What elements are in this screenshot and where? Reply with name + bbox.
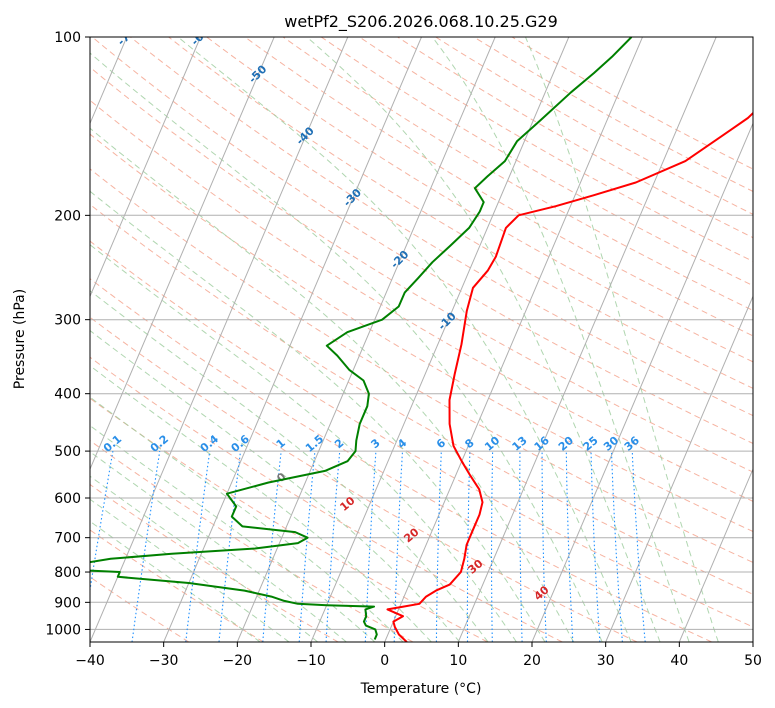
mixing-ratio-line (131, 451, 161, 642)
chart-title: wetPf2_S206.2026.068.10.25.G29 (284, 12, 558, 32)
isotherm-line (90, 37, 275, 471)
moist-adiabat-line (431, 37, 690, 642)
y-tick-label: 600 (54, 491, 81, 507)
plot-area: -100-90-80-70-60-50-40-30-20-100.10.20.4… (90, 25, 753, 642)
moist-adiabat-line (90, 424, 376, 642)
x-axis-label: Temperature (°C) (360, 681, 482, 697)
y-tick-label: 800 (54, 565, 81, 581)
moist-adiabat-line (306, 37, 661, 642)
x-tick-label: −30 (149, 653, 179, 669)
isotherm-line (236, 37, 496, 642)
dry-adiabat-line (90, 440, 414, 642)
x-tick-label: 0 (380, 653, 389, 669)
dry-adiabat-line (90, 483, 339, 642)
isotherm-line (678, 467, 753, 642)
dry-adiabat-line (90, 66, 753, 473)
plot-background (90, 37, 753, 642)
dry-adiabat-line (130, 37, 753, 417)
x-tick-label: −40 (75, 653, 105, 669)
y-tick-label: 200 (54, 208, 81, 224)
plot-frame (89, 36, 754, 643)
y-tick-label: 700 (54, 531, 81, 547)
x-tick-label: 30 (597, 653, 615, 669)
x-tick-label: −10 (296, 653, 326, 669)
dry-adiabat-line (91, 37, 753, 444)
isotherm-label: -70 (115, 25, 138, 48)
dry-adiabat-line (90, 356, 563, 642)
y-tick-label: 1000 (45, 622, 81, 638)
dry-adiabat-line (90, 203, 753, 595)
isotherm-line (384, 37, 643, 642)
isotherm-line (163, 37, 422, 642)
y-tick-label: 400 (54, 387, 81, 403)
isotherm-line (531, 122, 753, 642)
moist-adiabat-line (525, 37, 719, 642)
moist-adiabat-line (90, 520, 261, 642)
moist-adiabat-line (90, 329, 461, 642)
moist-adiabat-line (90, 52, 603, 642)
dry-adiabat-line (168, 37, 753, 389)
y-tick-label: 300 (54, 313, 81, 329)
x-tick-label: −20 (223, 653, 253, 669)
mixing-ratio-line (185, 451, 211, 642)
x-tick-label: 20 (523, 653, 541, 669)
dry-adiabat-line (90, 316, 638, 642)
isotherm-line (457, 37, 717, 642)
moist-adiabat-line (177, 37, 632, 642)
moist-adiabat-line (90, 290, 489, 642)
moist-adiabat-line (90, 244, 517, 642)
dry-adiabat-line (90, 168, 753, 563)
isotherm-line (605, 295, 753, 642)
isotherm-line (90, 37, 201, 298)
mixing-ratio-line (218, 451, 242, 642)
dry-adiabat-line (90, 133, 753, 533)
dry-adiabat-line (206, 37, 753, 363)
y-tick-label: 900 (54, 595, 81, 611)
isotherm-label: -60 (189, 25, 212, 48)
isotherm-line (752, 640, 753, 642)
x-tick-label: 10 (449, 653, 467, 669)
moist-adiabat-line (90, 498, 290, 642)
axis-ticks: −40 −30 −20 −10 0 10 20 30 40 50 100 200 300 400 500 60… (45, 30, 762, 669)
x-tick-label: 50 (744, 653, 762, 669)
y-axis-label: Pressure (hPa) (12, 289, 28, 389)
isotherm-line (90, 37, 349, 642)
isotherm-line (310, 37, 570, 642)
dry-adiabat-line (90, 240, 753, 628)
temperature-line (386, 111, 753, 642)
dewpoint-line (90, 37, 633, 640)
y-tick-label: 500 (54, 444, 81, 460)
y-tick-label: 100 (54, 30, 81, 46)
moist-adiabat-line (90, 475, 319, 642)
x-tick-label: 40 (670, 653, 688, 669)
moist-adiabat-line (90, 127, 575, 642)
mixing-ratio-line (90, 451, 114, 594)
moist-adiabat-line (90, 396, 404, 642)
